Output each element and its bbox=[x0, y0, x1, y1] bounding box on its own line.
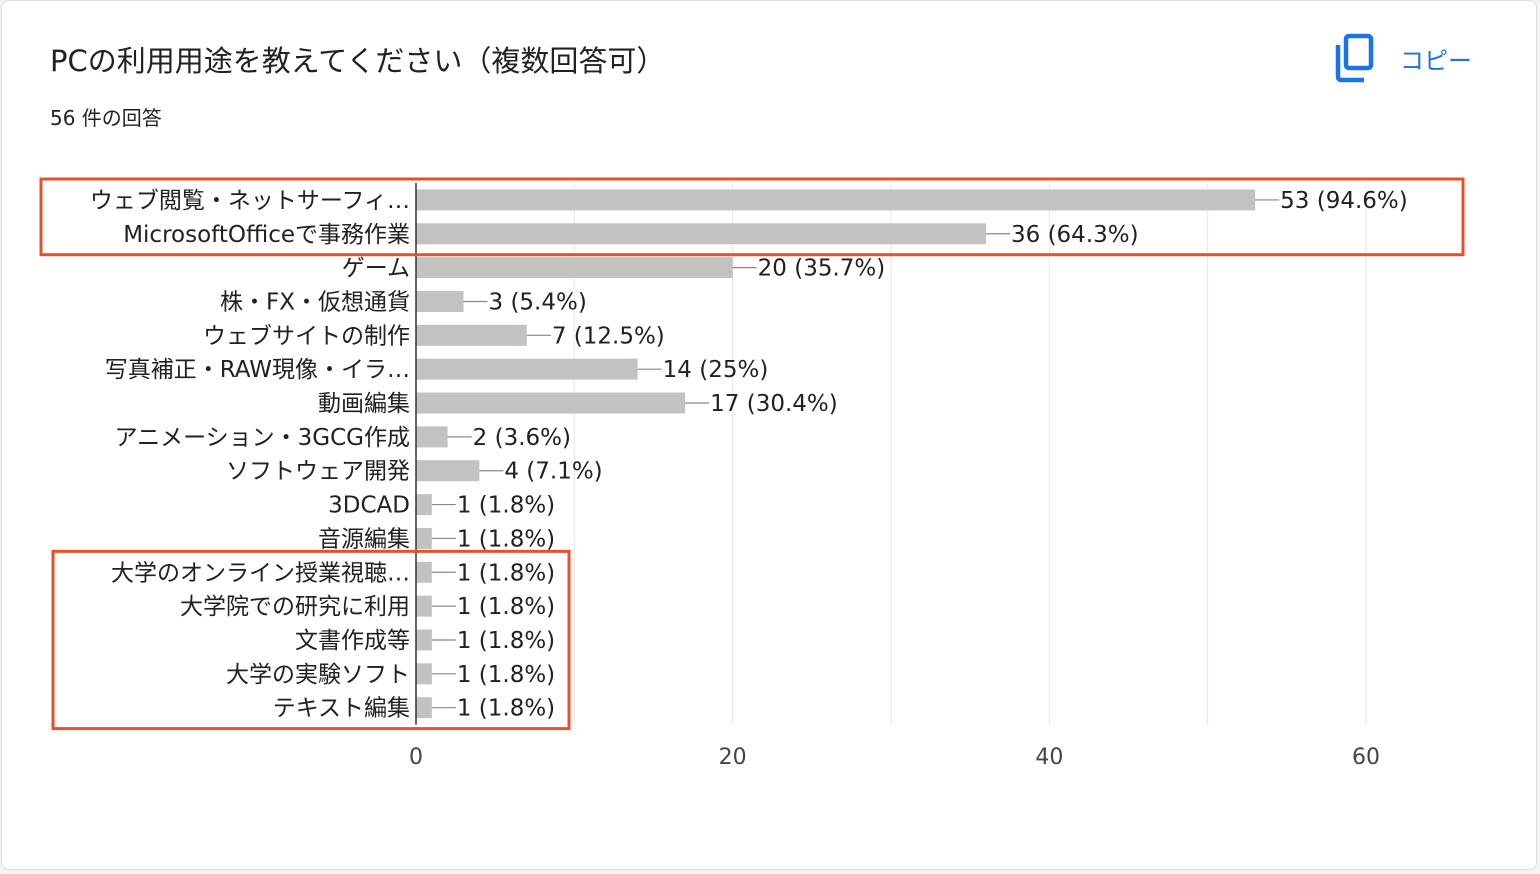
value-label: 1 (1.8%) bbox=[457, 526, 555, 552]
category-label: ゲーム bbox=[342, 256, 410, 282]
response-count: 56 件の回答 bbox=[50, 106, 162, 130]
highlight-box bbox=[51, 549, 571, 731]
bar bbox=[416, 629, 432, 651]
bar bbox=[416, 595, 432, 617]
value-label: 2 (3.6%) bbox=[473, 425, 571, 451]
copy-button-label: コピー bbox=[1400, 46, 1472, 75]
category-label: 大学院での研究に利用 bbox=[180, 594, 410, 620]
bar bbox=[416, 561, 432, 583]
bar bbox=[416, 697, 432, 719]
bar bbox=[416, 527, 432, 549]
category-label: 文書作成等 bbox=[295, 628, 410, 654]
bar bbox=[416, 426, 448, 448]
x-tick-label: 40 bbox=[1035, 745, 1063, 770]
value-label: 3 (5.4%) bbox=[489, 289, 587, 315]
category-label: アニメーション・3GCG作成 bbox=[115, 425, 410, 451]
value-label: 1 (1.8%) bbox=[457, 696, 555, 722]
category-label: 3DCAD bbox=[328, 493, 410, 519]
copy-icon bbox=[1335, 33, 1374, 83]
value-label: 1 (1.8%) bbox=[457, 493, 555, 519]
bar bbox=[416, 223, 986, 245]
category-label: 音源編集 bbox=[318, 526, 410, 552]
value-label: 1 (1.8%) bbox=[457, 560, 555, 586]
value-label: 4 (7.1%) bbox=[504, 459, 602, 485]
value-label: 36 (64.3%) bbox=[1011, 222, 1139, 248]
copy-button[interactable]: コピー bbox=[1334, 33, 1494, 83]
bar bbox=[416, 392, 686, 414]
category-label: 大学の実験ソフト bbox=[226, 662, 410, 688]
bar bbox=[416, 494, 432, 516]
x-tick-label: 20 bbox=[719, 745, 747, 770]
bar bbox=[416, 290, 464, 312]
category-label: テキスト編集 bbox=[273, 696, 410, 722]
bar bbox=[416, 663, 432, 685]
value-label: 53 (94.6%) bbox=[1280, 188, 1408, 214]
value-label: 17 (30.4%) bbox=[710, 391, 838, 417]
x-tick-label: 60 bbox=[1352, 745, 1380, 770]
bar bbox=[416, 324, 527, 346]
highlight-box bbox=[39, 177, 1465, 257]
category-label: 株・FX・仮想通貨 bbox=[220, 289, 410, 315]
bar bbox=[416, 358, 638, 380]
value-label: 1 (1.8%) bbox=[457, 594, 555, 620]
category-label: 写真補正・RAW現像・イラ… bbox=[105, 357, 410, 383]
bar bbox=[416, 189, 1256, 211]
category-label: MicrosoftOfficeで事務作業 bbox=[123, 222, 410, 248]
category-label: ウェブ閲覧・ネットサーフィ… bbox=[90, 188, 410, 214]
bar bbox=[416, 257, 733, 279]
question-title: PCの利用用途を教えてください（複数回答可） bbox=[50, 44, 666, 78]
x-tick-label: 0 bbox=[409, 745, 423, 770]
category-label: ウェブサイトの制作 bbox=[203, 323, 410, 349]
category-label: 大学のオンライン授業視聴… bbox=[111, 560, 410, 586]
value-label: 20 (35.7%) bbox=[758, 256, 886, 282]
category-label: 動画編集 bbox=[318, 391, 410, 417]
value-label: 1 (1.8%) bbox=[457, 628, 555, 654]
value-label: 7 (12.5%) bbox=[552, 323, 665, 349]
value-label: 14 (25%) bbox=[663, 357, 769, 383]
category-label: ソフトウェア開発 bbox=[226, 459, 410, 485]
bar bbox=[416, 460, 480, 482]
value-label: 1 (1.8%) bbox=[457, 662, 555, 688]
